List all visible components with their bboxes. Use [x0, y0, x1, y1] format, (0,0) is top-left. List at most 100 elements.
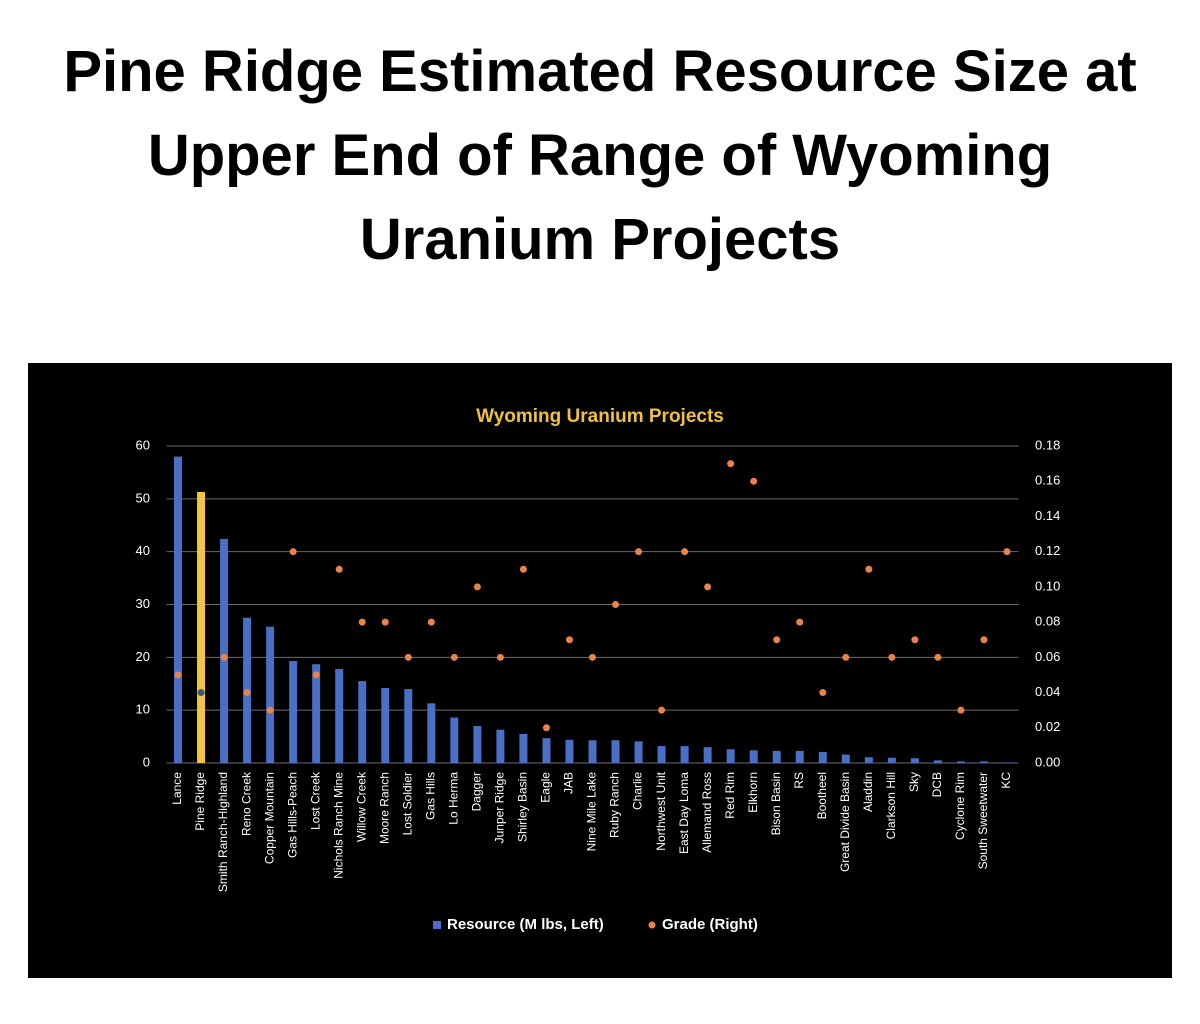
bar: [519, 733, 528, 763]
y-tick-label: 10: [136, 702, 150, 717]
x-tick-label: Eagle: [539, 772, 553, 803]
bar: [266, 626, 275, 763]
y2-tick-label: 0.16: [1035, 473, 1060, 488]
point: [888, 653, 896, 661]
bar: [1002, 762, 1011, 763]
bar: [956, 761, 965, 763]
bar: [473, 726, 482, 763]
x-tick-label: Clarkson Hill: [884, 772, 898, 839]
point: [404, 653, 412, 661]
point: [335, 565, 343, 573]
x-tick-label: Smith Ranch-Highland: [216, 772, 230, 892]
x-tick-label: Great Divide Basin: [838, 772, 852, 872]
point: [750, 477, 758, 485]
bar: [772, 750, 781, 763]
bar: [496, 729, 505, 763]
y-tick-label: 60: [136, 437, 150, 452]
point: [473, 583, 481, 591]
bar: [404, 689, 413, 763]
legend-label: Grade (Right): [662, 916, 758, 933]
point: [496, 653, 504, 661]
page-title: Pine Ridge Estimated Resource Size at Up…: [63, 39, 1137, 272]
bar: [979, 761, 988, 763]
point: [381, 618, 389, 626]
point: [796, 618, 804, 626]
point: [681, 548, 689, 556]
y2-tick-label: 0.02: [1035, 719, 1060, 734]
x-tick-label: KC: [999, 772, 1013, 789]
x-tick-label: Dagger: [470, 772, 484, 811]
y-tick-label: 0: [143, 754, 150, 769]
bar: [703, 747, 712, 763]
point: [773, 636, 781, 644]
y-tick-label: 40: [136, 543, 150, 558]
x-tick-label: Red Rim: [723, 772, 737, 819]
point: [519, 565, 527, 573]
x-tick-label: Nichols Ranch Mine: [331, 772, 345, 879]
legend-label: Resource (M lbs, Left): [447, 916, 604, 933]
bar: [634, 741, 643, 763]
point: [427, 618, 435, 626]
x-tick-label: JAB: [562, 772, 576, 794]
bar: [933, 760, 942, 763]
x-tick-label: Sky: [907, 772, 921, 792]
y2-tick-label: 0.00: [1035, 754, 1060, 769]
point: [1003, 548, 1011, 556]
x-tick-label: Bison Basin: [769, 772, 783, 835]
bar: [910, 758, 919, 763]
legend-swatch: [648, 921, 656, 929]
x-tick-label: Charlie: [631, 772, 645, 810]
x-tick-label: Reno Creek: [239, 771, 253, 836]
point: [450, 653, 458, 661]
bar: [542, 738, 551, 763]
chart-title: Wyoming Uranium Projects: [476, 406, 724, 427]
bar: [565, 739, 574, 763]
bar: [864, 757, 873, 763]
x-tick-label: Allemand Ross: [700, 772, 714, 853]
y2-tick-label: 0.10: [1035, 578, 1060, 593]
point: [934, 653, 942, 661]
point: [197, 689, 205, 697]
point: [957, 706, 965, 714]
point: [358, 618, 366, 626]
x-tick-label: RS: [792, 772, 806, 789]
point: [658, 706, 666, 714]
x-tick-label: Shirley Basin: [516, 772, 530, 842]
bar: [887, 757, 896, 763]
point: [727, 460, 735, 468]
bar: [197, 491, 206, 763]
y2-tick-label: 0.04: [1035, 684, 1060, 699]
x-tick-label: Bootheel: [815, 772, 829, 819]
bar: [335, 668, 344, 763]
point: [612, 601, 620, 608]
bar: [427, 703, 436, 763]
point: [542, 724, 550, 732]
bar: [588, 740, 597, 763]
bar: [312, 664, 321, 763]
x-tick-label: Pine Ridge: [193, 772, 207, 831]
point: [565, 636, 573, 644]
x-tick-label: Aladdin: [861, 772, 875, 812]
point: [842, 653, 850, 661]
x-tick-label: Willow Creek: [354, 771, 368, 842]
x-tick-label: Gas Hills: [423, 772, 437, 820]
point: [865, 565, 873, 573]
x-tick-label: DCB: [930, 772, 944, 797]
point: [980, 636, 988, 644]
point: [266, 706, 274, 714]
y2-tick-label: 0.08: [1035, 614, 1060, 629]
bar: [450, 717, 459, 763]
bar: [174, 456, 183, 763]
bar: [818, 751, 827, 763]
x-tick-label: Copper Mountain: [262, 772, 276, 864]
point: [312, 671, 320, 679]
y2-tick-label: 0.12: [1035, 543, 1060, 558]
x-tick-label: Lost Creek: [308, 771, 322, 830]
bar: [220, 538, 229, 763]
legend-swatch: [433, 921, 441, 929]
chart-background: [28, 363, 1172, 978]
point: [174, 671, 182, 679]
x-tick-label: Gas Hills-Peach: [285, 772, 299, 858]
chart: Wyoming Uranium Projects 0 10 20 30 40 50 60 0.…: [28, 363, 1172, 978]
